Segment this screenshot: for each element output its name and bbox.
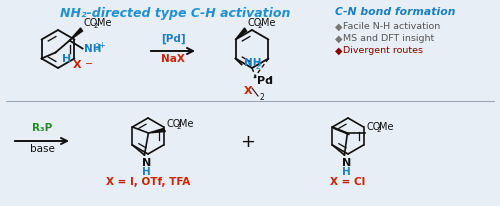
Text: X: X bbox=[244, 85, 252, 96]
Text: 3: 3 bbox=[94, 43, 100, 52]
Text: C-N bond formation: C-N bond formation bbox=[335, 7, 456, 17]
Text: CO: CO bbox=[248, 18, 262, 27]
Text: +: + bbox=[98, 41, 105, 50]
Text: H: H bbox=[342, 166, 351, 176]
Polygon shape bbox=[70, 29, 82, 41]
Text: NaX: NaX bbox=[161, 54, 185, 64]
Text: 2: 2 bbox=[259, 92, 264, 101]
Text: 2: 2 bbox=[176, 123, 181, 129]
Text: [Pd]: [Pd] bbox=[160, 34, 186, 44]
Text: ◆: ◆ bbox=[335, 22, 342, 32]
Polygon shape bbox=[236, 29, 246, 40]
Text: 2: 2 bbox=[376, 126, 381, 132]
Text: X = I, OTf, TFA: X = I, OTf, TFA bbox=[106, 176, 190, 186]
Text: Me: Me bbox=[96, 18, 111, 27]
Text: NH: NH bbox=[244, 58, 261, 68]
Text: CO: CO bbox=[366, 121, 381, 131]
Text: 2: 2 bbox=[258, 22, 262, 28]
Text: ◆: ◆ bbox=[335, 34, 342, 44]
Text: •: • bbox=[268, 76, 272, 82]
Polygon shape bbox=[148, 129, 166, 133]
Text: X = Cl: X = Cl bbox=[330, 176, 366, 186]
Text: H: H bbox=[62, 53, 72, 63]
Text: +: + bbox=[240, 132, 256, 150]
Text: −: − bbox=[84, 58, 92, 68]
Text: N: N bbox=[342, 157, 351, 167]
Text: MS and DFT insight: MS and DFT insight bbox=[343, 34, 434, 43]
Text: 2: 2 bbox=[94, 22, 98, 28]
Text: base: base bbox=[30, 143, 54, 153]
Text: Me: Me bbox=[380, 121, 394, 131]
Text: NH: NH bbox=[84, 43, 101, 53]
Text: Pd: Pd bbox=[257, 76, 273, 85]
Text: R₃P: R₃P bbox=[32, 122, 52, 132]
Text: CO: CO bbox=[166, 118, 181, 128]
Text: NH₂-directed type C-H activation: NH₂-directed type C-H activation bbox=[60, 7, 290, 20]
Text: Divergent routes: Divergent routes bbox=[343, 46, 423, 55]
Text: Facile N-H activation: Facile N-H activation bbox=[343, 22, 440, 31]
Text: N: N bbox=[142, 157, 151, 167]
Text: Me: Me bbox=[260, 18, 275, 27]
Text: 2: 2 bbox=[256, 62, 260, 71]
Text: CO: CO bbox=[84, 18, 98, 27]
Text: Me: Me bbox=[180, 118, 194, 128]
Text: H: H bbox=[142, 166, 151, 176]
Text: ◆: ◆ bbox=[335, 46, 342, 56]
Text: X: X bbox=[73, 60, 82, 70]
